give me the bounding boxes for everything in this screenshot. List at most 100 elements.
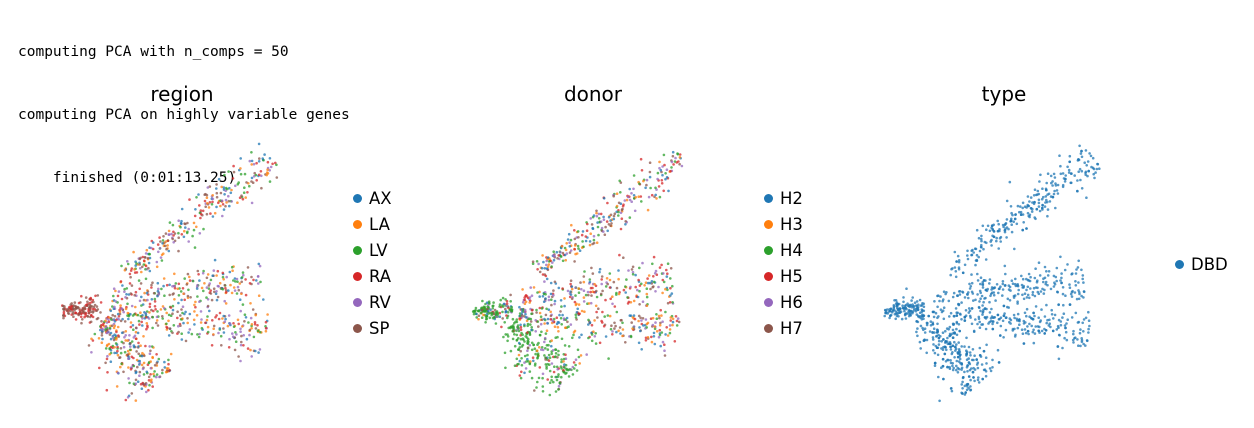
scatter-point xyxy=(483,309,486,313)
scatter-point xyxy=(239,330,242,333)
scatter-point xyxy=(90,337,93,341)
scatter-point xyxy=(552,370,556,374)
scatter-point xyxy=(969,385,972,388)
scatter-point xyxy=(250,275,253,279)
scatter-point xyxy=(957,360,961,363)
scatter-point xyxy=(181,311,184,315)
scatter-point xyxy=(925,338,929,342)
scatter-point xyxy=(529,317,533,321)
scatter-point xyxy=(1014,277,1017,281)
scatter-point xyxy=(241,303,245,306)
scatter-point xyxy=(578,362,581,365)
scatter-point xyxy=(156,243,160,246)
scatter-point xyxy=(625,198,629,202)
scatter-point xyxy=(143,382,146,386)
scatter-point xyxy=(134,326,138,330)
scatter-point xyxy=(193,310,196,313)
scatter-point xyxy=(1098,167,1101,170)
scatter-point xyxy=(1001,282,1005,286)
scatter-point xyxy=(1047,270,1051,273)
scatter-point xyxy=(1061,346,1064,350)
scatter-point xyxy=(69,309,72,313)
scatter-point xyxy=(1056,290,1059,294)
scatter-point xyxy=(121,317,124,321)
legend-item: AX xyxy=(353,185,392,211)
scatter-point xyxy=(658,333,662,337)
scatter-point xyxy=(559,365,563,368)
scatter-plot-region xyxy=(61,142,279,402)
scatter-point xyxy=(203,199,207,203)
scatter-point xyxy=(1060,272,1063,275)
scatter-point xyxy=(976,322,979,326)
scatter-panel-type: type DBD xyxy=(834,78,1254,423)
scatter-point xyxy=(645,326,648,329)
scatter-point xyxy=(1033,276,1037,280)
scatter-point xyxy=(129,312,132,316)
scatter-point xyxy=(991,358,994,362)
scatter-point xyxy=(96,308,100,311)
scatter-point xyxy=(639,195,643,198)
scatter-point xyxy=(1079,152,1083,155)
scatter-point xyxy=(113,324,117,328)
scatter-point xyxy=(559,299,563,302)
scatter-point xyxy=(1057,357,1061,361)
scatter-point xyxy=(623,199,627,202)
scatter-point xyxy=(1072,332,1075,336)
scatter-point xyxy=(127,317,130,321)
scatter-point xyxy=(205,318,209,322)
scatter-point xyxy=(603,233,607,236)
scatter-point xyxy=(543,340,546,344)
scatter-point xyxy=(676,317,680,320)
scatter-point xyxy=(655,317,659,320)
scatter-point xyxy=(1031,290,1035,294)
scatter-point xyxy=(592,330,595,333)
scatter-point xyxy=(644,186,647,190)
scatter-point xyxy=(661,320,664,323)
scatter-point xyxy=(601,310,604,314)
scatter-point xyxy=(978,320,981,324)
scatter-point xyxy=(645,287,649,290)
scatter-point xyxy=(505,314,508,317)
scatter-point xyxy=(1013,282,1017,286)
scatter-point xyxy=(1068,286,1072,289)
legend-label: H5 xyxy=(780,266,803,286)
scatter-point xyxy=(242,344,245,347)
scatter-point xyxy=(644,336,648,340)
scatter-point xyxy=(940,310,944,314)
scatter-point xyxy=(158,236,161,239)
scatter-point xyxy=(141,367,145,371)
scatter-point xyxy=(157,357,161,361)
scatter-point xyxy=(197,193,200,196)
scatter-point xyxy=(591,242,594,246)
scatter-point xyxy=(597,217,601,220)
scatter-point xyxy=(173,286,177,290)
scatter-point xyxy=(1010,211,1013,215)
scatter-point xyxy=(1016,326,1020,330)
scatter-point xyxy=(544,313,548,317)
scatter-point xyxy=(124,296,127,299)
scatter-point xyxy=(642,179,645,183)
scatter-point xyxy=(553,280,557,284)
scatter-point xyxy=(532,343,535,347)
scatter-point xyxy=(156,281,160,285)
scatter-point xyxy=(604,335,608,338)
scatter-point xyxy=(171,293,174,296)
scatter-point xyxy=(1061,172,1065,175)
scatter-point xyxy=(554,375,557,379)
scatter-point xyxy=(547,298,551,302)
scatter-point xyxy=(968,287,972,290)
scatter-point xyxy=(1079,328,1082,331)
scatter-point xyxy=(140,387,144,391)
scatter-point xyxy=(72,315,75,318)
scatter-point xyxy=(248,184,251,188)
scatter-point xyxy=(624,291,627,294)
scatter-point xyxy=(953,315,956,318)
scatter-point xyxy=(176,310,179,313)
scatter-point xyxy=(132,364,136,368)
scatter-point xyxy=(246,266,250,269)
scatter-point xyxy=(1087,310,1090,314)
scatter-point xyxy=(140,270,143,274)
scatter-point xyxy=(1035,207,1039,211)
scatter-point xyxy=(171,312,174,315)
legend-item: H4 xyxy=(764,237,803,263)
